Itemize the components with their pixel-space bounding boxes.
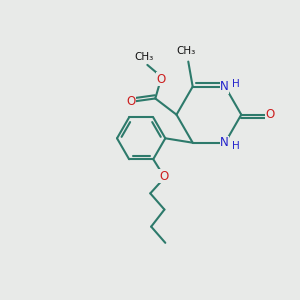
Text: CH₃: CH₃ [176,46,196,56]
Text: CH₃: CH₃ [134,52,153,62]
Text: O: O [265,108,274,121]
Text: N: N [220,80,229,93]
Text: O: O [159,170,168,183]
Text: H: H [232,141,239,151]
Text: O: O [126,95,135,108]
Text: H: H [232,79,239,89]
Text: O: O [157,73,166,85]
Text: N: N [220,136,229,149]
